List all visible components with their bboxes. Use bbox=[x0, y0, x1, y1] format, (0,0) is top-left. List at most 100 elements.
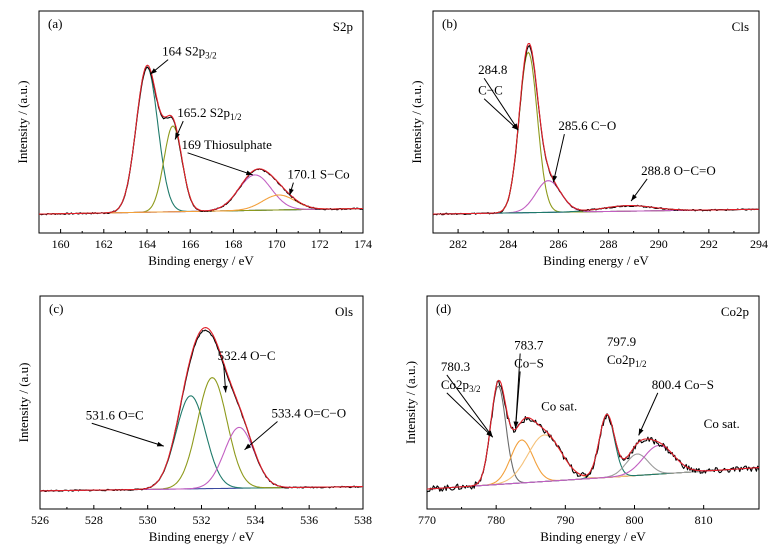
peak-annotation: 169 Thiosulphate bbox=[182, 137, 273, 152]
peak-annotation: 164 S2p3/2 bbox=[162, 44, 217, 61]
x-tick-label: 534 bbox=[246, 513, 264, 527]
peak-annotation: 783.7 bbox=[514, 338, 544, 353]
fitted-envelope bbox=[39, 327, 363, 492]
element-label: Cls bbox=[732, 19, 749, 34]
y-axis-label: Intensity / (a.u) bbox=[16, 363, 31, 443]
plot-frame bbox=[38, 10, 364, 234]
x-tick-label: 168 bbox=[224, 237, 242, 251]
x-tick-label: 166 bbox=[181, 237, 199, 251]
annotation-arrow bbox=[446, 374, 494, 438]
peak-annotation: 800.4 Co−S bbox=[652, 377, 714, 392]
peak-annotation: 532.4 O−C bbox=[218, 348, 276, 363]
arrow-head bbox=[289, 188, 294, 196]
x-tick-label: 538 bbox=[354, 513, 372, 527]
annotation-arrow bbox=[91, 422, 164, 447]
peak-annotation: 780.3 bbox=[441, 359, 470, 374]
x-tick-label: 164 bbox=[138, 237, 156, 251]
peak-annotation: C−C bbox=[478, 83, 503, 98]
fitted-envelope bbox=[426, 379, 760, 490]
peak-annotation: Co2p1/2 bbox=[607, 352, 647, 369]
peak-annotation: 288.8 O−C=O bbox=[641, 163, 716, 178]
x-tick-label: 286 bbox=[549, 237, 567, 251]
plot-frame bbox=[432, 10, 760, 234]
x-tick-label: 170 bbox=[268, 237, 286, 251]
peak-annotation: 531.6 O=C bbox=[86, 407, 144, 422]
annotation-arrow bbox=[552, 134, 565, 183]
panel-Co2p: 770 780 790 800 810 Binding energy / eV Intens… bbox=[403, 295, 760, 544]
x-tick-label: 770 bbox=[418, 513, 436, 527]
arrow-head bbox=[511, 123, 519, 131]
y-axis-label: Intensity / (a.u.) bbox=[15, 80, 30, 163]
panel-label: (b) bbox=[442, 16, 457, 31]
x-tick-label: 530 bbox=[139, 513, 157, 527]
annotation-arrow bbox=[638, 392, 659, 436]
x-axis-label: Binding energy / eV bbox=[540, 529, 646, 544]
element-label: Ols bbox=[335, 304, 353, 319]
x-tick-label: 160 bbox=[52, 237, 70, 251]
peak-annotation: 797.9 bbox=[607, 334, 636, 349]
peak-annotation: 165.2 S2p1/2 bbox=[177, 105, 241, 122]
annotation-arrow bbox=[483, 77, 519, 131]
annotation-arrow bbox=[446, 392, 494, 438]
y-axis-label: Intensity / (a.u.) bbox=[409, 80, 424, 163]
component-peak-0 bbox=[426, 385, 760, 490]
peak-annotation: Co sat. bbox=[704, 416, 740, 431]
x-tick-label: 790 bbox=[556, 513, 574, 527]
x-tick-label: 172 bbox=[311, 237, 329, 251]
arrow-head bbox=[552, 175, 558, 183]
panel-label: (d) bbox=[436, 301, 451, 316]
peak-annotation: Co sat. bbox=[541, 398, 577, 413]
arrow-head bbox=[486, 430, 493, 438]
fitted-envelope bbox=[433, 42, 760, 215]
peak-annotation: 284.8 bbox=[478, 62, 507, 77]
x-tick-label: 282 bbox=[449, 237, 467, 251]
x-tick-label: 780 bbox=[487, 513, 505, 527]
x-tick-label: 800 bbox=[626, 513, 644, 527]
panel-O1s: 526 528 530 532 534 536 538 Binding energy / eV… bbox=[16, 295, 372, 544]
y-axis-label: Intensity / (a.u.) bbox=[403, 361, 418, 444]
annotation-arrow bbox=[187, 152, 254, 176]
raw-spectrum bbox=[426, 379, 760, 493]
panel-label: (c) bbox=[49, 301, 63, 316]
x-axis-label: Binding energy / eV bbox=[149, 529, 255, 544]
arrow-head bbox=[245, 170, 253, 176]
arrow-head bbox=[175, 132, 180, 140]
peak-annotation: Co−S bbox=[514, 355, 544, 370]
x-tick-label: 288 bbox=[600, 237, 618, 251]
arrow-head bbox=[631, 194, 637, 202]
arrow-head bbox=[156, 441, 164, 447]
x-tick-label: 810 bbox=[695, 513, 713, 527]
arrow-head bbox=[513, 421, 519, 429]
x-tick-label: 536 bbox=[300, 513, 318, 527]
arrow-head bbox=[222, 385, 228, 393]
x-tick-label: 528 bbox=[85, 513, 103, 527]
x-tick-label: 290 bbox=[650, 237, 668, 251]
x-tick-label: 532 bbox=[193, 513, 211, 527]
peak-annotation: 533.4 O=C−O bbox=[271, 405, 346, 420]
panel-C1s: 282 284 286 288 290 292 294 Binding energy / eV… bbox=[409, 10, 768, 268]
x-tick-label: 292 bbox=[700, 237, 718, 251]
panel-S2p: 160 162 164 166 168 170 172 174 Binding energy /… bbox=[15, 10, 372, 268]
plot-frame bbox=[426, 295, 760, 510]
x-tick-label: 162 bbox=[95, 237, 113, 251]
x-tick-label: 284 bbox=[499, 237, 517, 251]
x-axis-label: Binding energy / eV bbox=[543, 253, 649, 268]
component-peak-2 bbox=[426, 434, 760, 490]
component-peak-1 bbox=[39, 377, 363, 492]
panel-label: (a) bbox=[48, 16, 62, 31]
peak-annotation: Co2p3/2 bbox=[441, 377, 481, 394]
fitted-envelope bbox=[39, 64, 363, 215]
x-tick-label: 294 bbox=[750, 237, 768, 251]
element-label: Co2p bbox=[721, 304, 749, 319]
annotation-arrow bbox=[483, 98, 519, 131]
arrow-head bbox=[244, 443, 252, 450]
annotation-arrow bbox=[515, 371, 521, 429]
arrow-head bbox=[638, 428, 644, 436]
peak-annotation: 170.1 S−Co bbox=[287, 167, 349, 182]
annotation-arrow bbox=[244, 421, 278, 451]
element-label: S2p bbox=[333, 19, 353, 34]
peak-annotation: 285.6 C−O bbox=[558, 118, 616, 133]
x-tick-label: 526 bbox=[31, 513, 49, 527]
x-tick-label: 174 bbox=[354, 237, 372, 251]
